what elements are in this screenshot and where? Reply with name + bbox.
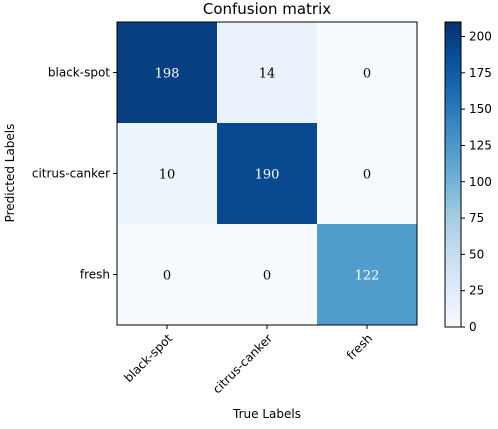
heatmap-cell xyxy=(217,123,318,225)
colorbar xyxy=(444,21,462,328)
heatmap-cell xyxy=(217,22,318,124)
heatmap-cell xyxy=(317,123,418,225)
cell-value-label: 0 xyxy=(363,67,371,82)
heatmap-cell xyxy=(317,22,418,124)
cell-value-label: 0 xyxy=(163,269,171,284)
heatmap-cell xyxy=(117,22,218,124)
y-tick-label: fresh xyxy=(80,268,110,282)
x-tick-label: citrus-canker xyxy=(210,331,275,396)
x-tick-label: black-spot xyxy=(121,331,175,385)
heatmap-cell xyxy=(317,224,418,326)
heatmap-cell xyxy=(117,123,218,225)
cell-value-label: 10 xyxy=(159,168,176,183)
colorbar-tick-label: 50 xyxy=(469,247,484,261)
colorbar-tick-label: 75 xyxy=(469,211,484,225)
heatmap-cells: 198 14 0 10 190 0 0 0 122 xyxy=(117,22,418,326)
y-tick-label: citrus-canker xyxy=(32,167,110,181)
chart-title: Confusion matrix xyxy=(203,0,331,18)
y-ticks: black-spot citrus-canker fresh xyxy=(32,66,117,282)
x-tick-label: fresh xyxy=(344,331,375,362)
cell-value-label: 190 xyxy=(255,168,280,183)
colorbar-tick-label: 25 xyxy=(469,284,484,298)
y-axis-label: Predicted Labels xyxy=(3,124,17,223)
cell-value-label: 122 xyxy=(355,269,380,284)
colorbar-tick-label: 175 xyxy=(469,66,492,80)
heatmap-cell xyxy=(217,224,318,326)
colorbar-ticks: 0 25 50 75 100 125 150 175 200 xyxy=(461,30,492,334)
heatmap-cell xyxy=(117,224,218,326)
colorbar-tick-label: 200 xyxy=(469,30,492,44)
colorbar-tick-label: 125 xyxy=(469,138,492,152)
y-tick-label: black-spot xyxy=(48,66,110,80)
colorbar-tick-label: 100 xyxy=(469,175,492,189)
colorbar-tick-label: 150 xyxy=(469,102,492,116)
cell-value-label: 14 xyxy=(259,67,276,82)
x-axis-label: True Labels xyxy=(232,407,301,421)
x-ticks: black-spot citrus-canker fresh xyxy=(121,325,375,396)
cell-value-label: 198 xyxy=(155,67,180,82)
colorbar-tick-label: 0 xyxy=(469,320,477,334)
cell-value-label: 0 xyxy=(263,269,271,284)
cell-value-label: 0 xyxy=(363,168,371,183)
